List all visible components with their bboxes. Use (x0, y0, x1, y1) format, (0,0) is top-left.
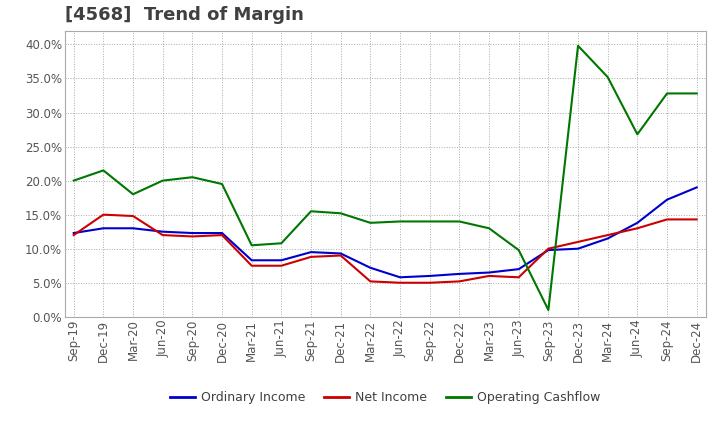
Ordinary Income (158, 229, 167, 235)
Ordinary Income (396, 275, 405, 280)
Ordinary Income (336, 251, 345, 256)
Ordinary Income (455, 271, 464, 276)
Net Income (603, 232, 612, 238)
Ordinary Income (485, 270, 493, 275)
Net Income (544, 246, 553, 251)
Ordinary Income (307, 249, 315, 255)
Operating Cashflow (574, 43, 582, 48)
Ordinary Income (188, 231, 197, 236)
Net Income (248, 263, 256, 268)
Net Income (455, 279, 464, 284)
Ordinary Income (662, 197, 671, 202)
Net Income (485, 273, 493, 279)
Net Income (514, 275, 523, 280)
Operating Cashflow (307, 209, 315, 214)
Operating Cashflow (662, 91, 671, 96)
Text: [4568]  Trend of Margin: [4568] Trend of Margin (65, 6, 304, 24)
Operating Cashflow (426, 219, 434, 224)
Operating Cashflow (99, 168, 108, 173)
Operating Cashflow (366, 220, 374, 225)
Net Income (574, 239, 582, 245)
Net Income (336, 253, 345, 258)
Operating Cashflow (603, 74, 612, 80)
Operating Cashflow (693, 91, 701, 96)
Net Income (129, 213, 138, 219)
Net Income (426, 280, 434, 286)
Ordinary Income (693, 185, 701, 190)
Ordinary Income (69, 231, 78, 236)
Operating Cashflow (514, 247, 523, 253)
Net Income (99, 212, 108, 217)
Net Income (396, 280, 405, 286)
Ordinary Income (633, 220, 642, 225)
Net Income (307, 254, 315, 260)
Operating Cashflow (188, 175, 197, 180)
Operating Cashflow (396, 219, 405, 224)
Net Income (693, 217, 701, 222)
Operating Cashflow (633, 132, 642, 137)
Ordinary Income (99, 226, 108, 231)
Net Income (188, 234, 197, 239)
Operating Cashflow (485, 226, 493, 231)
Net Income (158, 232, 167, 238)
Ordinary Income (366, 265, 374, 271)
Ordinary Income (248, 258, 256, 263)
Net Income (69, 232, 78, 238)
Net Income (217, 232, 226, 238)
Net Income (366, 279, 374, 284)
Net Income (662, 217, 671, 222)
Operating Cashflow (129, 191, 138, 197)
Line: Net Income: Net Income (73, 215, 697, 283)
Ordinary Income (544, 247, 553, 253)
Ordinary Income (217, 231, 226, 236)
Operating Cashflow (248, 242, 256, 248)
Line: Operating Cashflow: Operating Cashflow (73, 46, 697, 310)
Operating Cashflow (544, 308, 553, 313)
Operating Cashflow (69, 178, 78, 183)
Operating Cashflow (336, 211, 345, 216)
Ordinary Income (129, 226, 138, 231)
Net Income (277, 263, 286, 268)
Operating Cashflow (217, 181, 226, 187)
Operating Cashflow (455, 219, 464, 224)
Operating Cashflow (158, 178, 167, 183)
Net Income (633, 226, 642, 231)
Legend: Ordinary Income, Net Income, Operating Cashflow: Ordinary Income, Net Income, Operating C… (165, 386, 606, 409)
Ordinary Income (574, 246, 582, 251)
Ordinary Income (277, 258, 286, 263)
Ordinary Income (426, 273, 434, 279)
Ordinary Income (603, 236, 612, 241)
Operating Cashflow (277, 241, 286, 246)
Ordinary Income (514, 267, 523, 272)
Line: Ordinary Income: Ordinary Income (73, 187, 697, 277)
